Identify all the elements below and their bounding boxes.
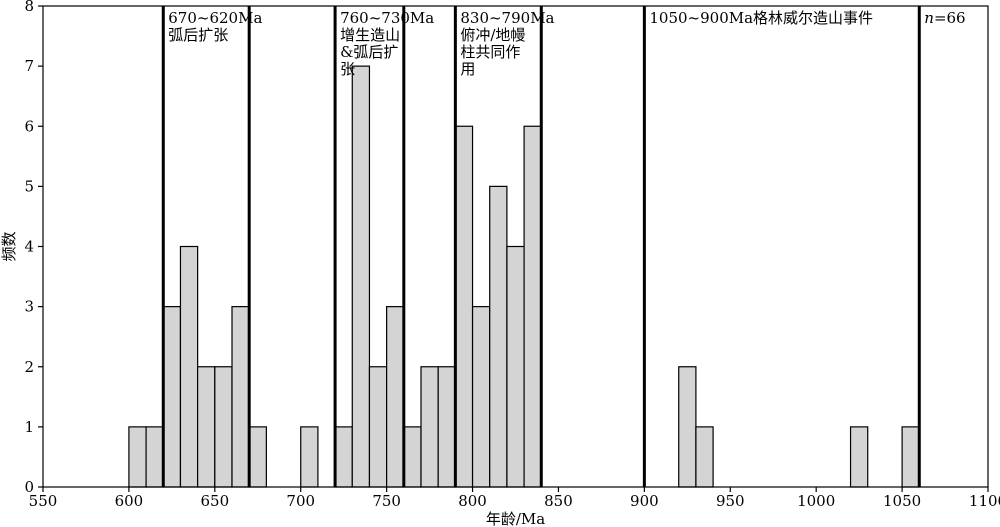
x-tick-label: 700 (286, 492, 315, 510)
y-tick-label: 8 (24, 0, 34, 15)
histogram-bar (506, 245, 525, 488)
histogram-bar (901, 426, 920, 488)
histogram-bar (231, 306, 250, 488)
x-tick-label: 850 (544, 492, 573, 510)
histogram-bar (403, 426, 422, 488)
y-axis: 0 1 2 3 4 5 6 7 8 (24, 0, 43, 496)
annotation-text: n=66 (924, 9, 965, 27)
histogram-bar (128, 426, 147, 488)
x-tick-label: 550 (29, 492, 58, 510)
y-tick-label: 0 (24, 478, 34, 496)
annotation-text: 1050~900Ma格林威尔造山事件 (649, 9, 873, 27)
histogram-bar (437, 366, 456, 488)
bars-group (128, 65, 920, 488)
y-tick-label: 3 (24, 298, 34, 316)
y-tick-label: 1 (24, 418, 34, 436)
histogram-bar (162, 306, 182, 488)
annotations-group: 670~620Ma 弧后扩张 760~730Ma 增生造山&弧后扩张 830~790Ma… (168, 9, 965, 78)
histogram-bar (695, 426, 714, 488)
histogram-bar (214, 366, 233, 488)
y-tick-label: 7 (24, 57, 34, 75)
x-tick-label: 600 (115, 492, 144, 510)
annotation-text: 830~790Ma 俯冲/地幔柱共同作用 (460, 9, 554, 78)
histogram-bar (489, 185, 508, 488)
boundary-lines-group (161, 6, 921, 487)
annotation-text: 670~620Ma 弧后扩张 (168, 9, 262, 44)
histogram-bar (849, 426, 869, 488)
histogram-bar (386, 306, 405, 488)
x-tick-label: 750 (372, 492, 401, 510)
histogram-bar (300, 426, 319, 488)
histogram-bar (523, 125, 542, 488)
histogram-bar (351, 65, 371, 488)
x-tick-label: 950 (716, 492, 745, 510)
histogram-bar (471, 306, 491, 488)
y-tick-label: 6 (24, 117, 34, 135)
y-tick-label: 4 (24, 238, 34, 256)
x-tick-label: 1050 (883, 492, 921, 510)
annotation-text: 760~730Ma 增生造山&弧后扩张 (340, 9, 434, 78)
histogram-bar (678, 366, 697, 488)
y-tick-label: 2 (24, 358, 34, 376)
x-tick-label: 900 (630, 492, 659, 510)
histogram-bar (454, 125, 474, 488)
y-axis-label: 频数 (0, 231, 18, 261)
y-tick-label: 5 (24, 177, 34, 195)
x-tick-label: 1000 (797, 492, 835, 510)
x-tick-label: 650 (200, 492, 229, 510)
histogram-bar (145, 426, 164, 488)
histogram-bar (334, 426, 353, 488)
histogram-bar (197, 366, 216, 488)
histogram-bar (179, 245, 199, 488)
histogram-bar (368, 366, 388, 488)
x-axis-label: 年龄/Ma (486, 510, 545, 527)
histogram-bar (248, 426, 267, 488)
histogram-bar (420, 366, 439, 488)
x-tick-label: 800 (458, 492, 487, 510)
